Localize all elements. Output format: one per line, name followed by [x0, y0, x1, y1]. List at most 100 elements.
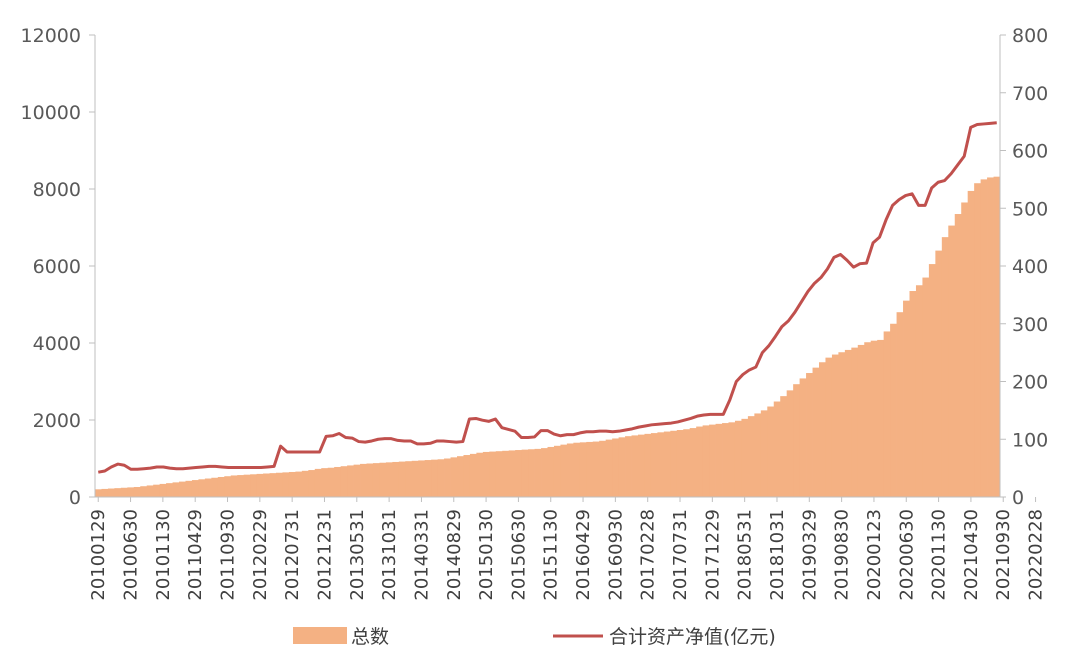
bar-total — [211, 477, 219, 497]
bar-total — [877, 339, 885, 497]
bar-total — [825, 357, 833, 497]
bar-total — [650, 433, 658, 497]
bar-total — [372, 463, 380, 497]
bar-total — [987, 177, 994, 497]
axes: 0 2000 4000 6000 8000 10000 12000 0 100 200 300 400… — [21, 25, 1049, 601]
bar-total — [107, 488, 115, 497]
bar-total — [922, 277, 930, 497]
bar-total — [573, 442, 581, 497]
y-right-tick-label: 0 — [1012, 487, 1024, 509]
bar-total — [95, 489, 102, 497]
y-right-tick-label: 500 — [1012, 198, 1048, 220]
x-tick-label: 20200123 — [864, 509, 885, 601]
bar-total — [301, 470, 309, 497]
bar-total — [864, 342, 872, 497]
bar-total — [392, 461, 400, 497]
bar-total — [282, 472, 290, 497]
y-left-tick-label: 8000 — [33, 179, 81, 201]
x-tick-label: 20190329 — [799, 509, 820, 601]
bar-total — [819, 362, 826, 497]
legend-label-total: 总数 — [351, 626, 389, 648]
x-tick-label: 20160429 — [573, 509, 594, 601]
bar-total — [424, 460, 432, 497]
bar-total — [579, 442, 587, 497]
bar-total — [566, 443, 574, 497]
bar-total — [722, 423, 729, 497]
y-right-tick-label: 400 — [1012, 256, 1048, 278]
bar-total — [179, 481, 186, 497]
bar-total — [450, 457, 458, 497]
bar-total — [715, 423, 723, 497]
bar-total — [457, 456, 464, 497]
x-tick-label: 20120229 — [250, 509, 271, 601]
bar-total — [198, 479, 206, 497]
x-tick-label: 20210930 — [993, 509, 1014, 601]
y-left-tick-label: 10000 — [21, 102, 81, 124]
bar-total — [689, 428, 697, 497]
bar-total — [405, 461, 413, 497]
bar-total — [347, 465, 354, 497]
x-tick-label: 20170731 — [670, 509, 691, 601]
bar-total — [638, 434, 645, 497]
x-tick-label: 20131031 — [379, 509, 400, 601]
bar-total — [961, 202, 969, 498]
bar-total — [321, 468, 329, 498]
bar-total — [308, 470, 316, 497]
bar-total — [683, 429, 691, 497]
bar-total — [793, 384, 800, 497]
bar-total — [831, 354, 839, 497]
bar-total — [870, 340, 878, 497]
bar-total — [948, 225, 956, 497]
bar-total — [508, 450, 516, 497]
bar-total — [521, 449, 529, 497]
x-tick-label: 20220228 — [1026, 509, 1047, 601]
bar-total — [489, 451, 497, 497]
bar-total — [120, 487, 128, 497]
legend-swatch-total — [293, 627, 347, 644]
bar-total — [954, 214, 962, 497]
x-tick-label: 20101130 — [153, 509, 174, 601]
bar-total — [605, 439, 613, 497]
x-tick-label: 20160930 — [605, 509, 626, 601]
bar-total — [243, 474, 251, 497]
x-tick-label: 20121231 — [314, 509, 335, 601]
bar-total — [353, 464, 361, 497]
bar-total — [166, 483, 173, 497]
bar-total — [773, 401, 781, 497]
bar-total — [586, 441, 594, 497]
bar-series-total — [95, 176, 1001, 498]
x-tick-label: 20140331 — [411, 509, 432, 601]
bar-total — [314, 468, 322, 497]
bar-total — [366, 463, 374, 497]
bar-total — [269, 473, 277, 497]
bar-total — [851, 347, 859, 497]
x-tick-label: 20150630 — [508, 509, 529, 601]
y-right-tick-label: 800 — [1012, 25, 1048, 47]
bar-total — [146, 485, 154, 497]
x-tick-label: 20100630 — [121, 509, 142, 601]
bar-total — [812, 367, 820, 497]
y-right-tick-label: 200 — [1012, 372, 1048, 394]
bar-total — [276, 472, 283, 497]
bar-total — [534, 448, 542, 498]
bar-total — [980, 179, 988, 498]
bar-total — [230, 475, 238, 497]
bar-total — [625, 436, 632, 497]
bar-total — [547, 446, 555, 497]
bar-total — [844, 349, 852, 497]
bar-total — [786, 390, 794, 497]
bar-total — [127, 487, 135, 498]
x-tick-label: 20120731 — [282, 509, 303, 601]
x-tick-label: 20201130 — [929, 509, 950, 601]
y-right-tick-label: 300 — [1012, 314, 1048, 336]
y-right-tick-label: 100 — [1012, 429, 1048, 451]
bar-total — [838, 352, 846, 497]
bar-total — [444, 458, 451, 497]
bar-total — [553, 445, 561, 497]
x-tick-label: 20110429 — [185, 509, 206, 601]
bar-total — [431, 459, 438, 497]
x-tick-label: 20130531 — [347, 509, 368, 601]
bar-total — [495, 451, 503, 497]
bar-total — [767, 406, 775, 497]
